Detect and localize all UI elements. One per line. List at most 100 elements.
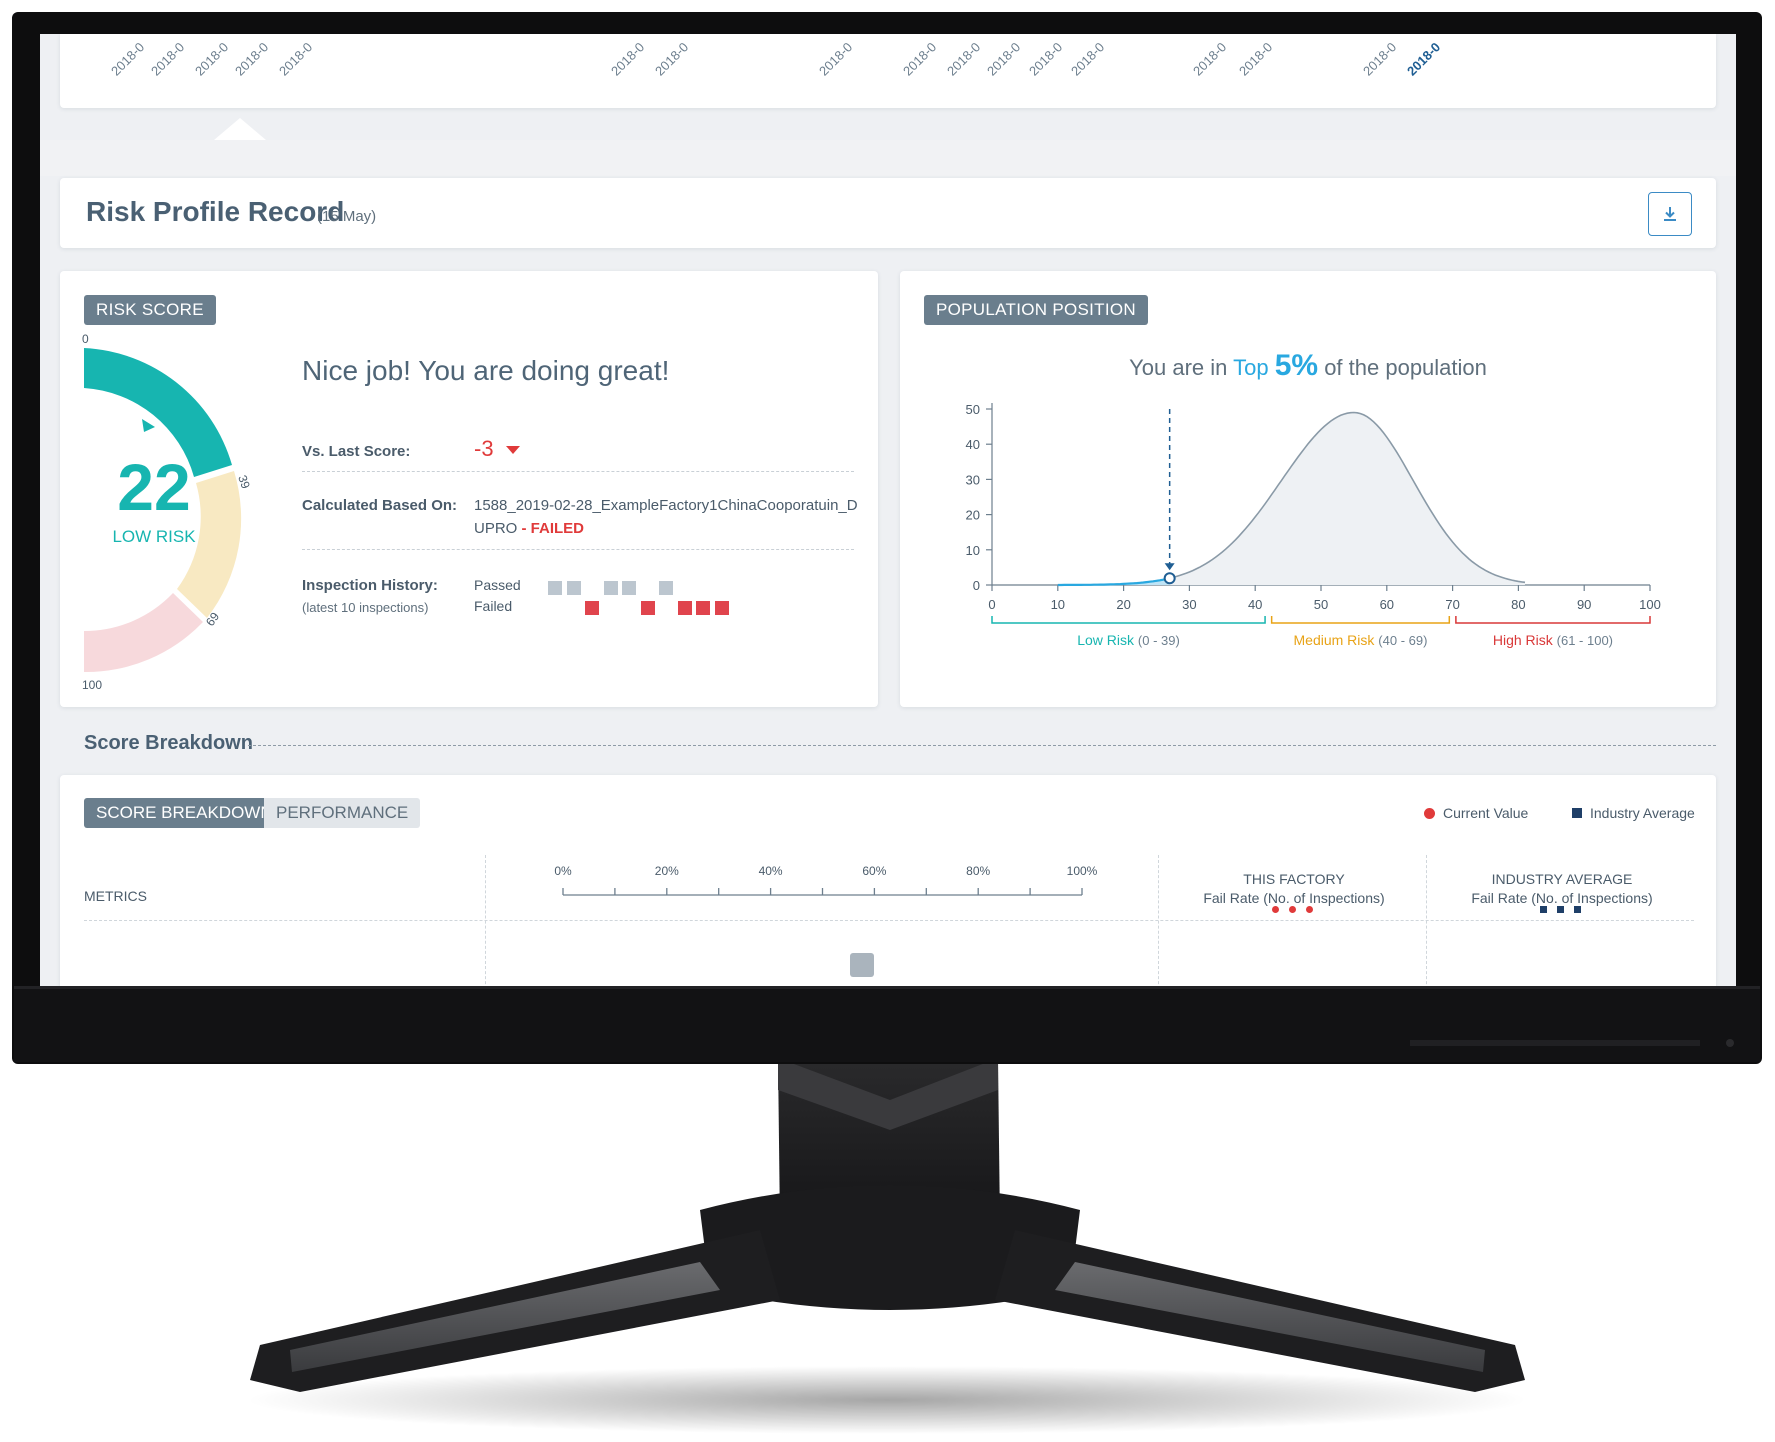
history-passed-marker <box>603 581 618 595</box>
range-name: High Risk <box>1493 632 1557 648</box>
range-name: Medium Risk <box>1294 632 1379 648</box>
vs-last-score-label: Vs. Last Score: <box>302 443 411 460</box>
record-header: Risk Profile Record (15 May) <box>60 178 1716 248</box>
timeline-date-tick[interactable]: 2018-0 <box>816 39 856 79</box>
sort-dot-icon <box>1306 906 1313 913</box>
timeline-date-tick[interactable]: 2018-0 <box>1190 39 1230 79</box>
timeline-date-tick[interactable]: 2018-0 <box>276 39 316 79</box>
timeline-date-tick[interactable]: 2018-0 <box>1068 39 1108 79</box>
x-tick-label: 90 <box>1577 597 1591 612</box>
range-label: High Risk (61 - 100) <box>1493 632 1613 648</box>
sort-square-icon <box>1574 906 1581 913</box>
calculated-based-on-label: Calculated Based On: <box>302 497 458 514</box>
x-tick-label: 10 <box>1051 597 1065 612</box>
range-name: Low Risk <box>1077 632 1138 648</box>
separator <box>302 471 854 472</box>
gauge-label-min: 0 <box>82 332 89 346</box>
passed-label: Passed <box>474 577 521 593</box>
timeline-date-tick[interactable]: 2018-0 <box>984 39 1024 79</box>
calculated-source-line2: UPRO - FAILED <box>474 520 584 537</box>
y-tick-label: 0 <box>973 578 980 593</box>
failed-label: Failed <box>474 598 513 614</box>
timeline-date-tick[interactable]: 2018-0 <box>1026 39 1066 79</box>
history-failed-marker <box>696 601 710 615</box>
calculated-status: - FAILED <box>517 520 585 537</box>
industry-average-header: INDUSTRY AVERAGE Fail Rate (No. of Inspe… <box>1432 870 1692 908</box>
download-button[interactable] <box>1648 192 1692 236</box>
timeline-date-tick[interactable]: 2018-0 <box>608 39 648 79</box>
separator <box>302 549 854 550</box>
this-factory-title: THIS FACTORY <box>1243 871 1345 887</box>
risk-score-value: 22 <box>117 450 191 524</box>
range-bracket <box>991 616 1266 624</box>
gauge-label-39: 39 <box>235 473 253 491</box>
legend-current-label: Current Value <box>1443 805 1529 821</box>
percent-tick-label: 100% <box>1066 864 1098 878</box>
risk-level-label: LOW RISK <box>112 527 196 546</box>
timeline-date-tick[interactable]: 2018-0 <box>192 39 232 79</box>
x-tick-label: 50 <box>1314 597 1328 612</box>
download-icon <box>1664 207 1676 221</box>
risk-score-tag: RISK SCORE <box>84 295 216 325</box>
sort-square-icon <box>1557 906 1564 913</box>
gauge-score-marker <box>142 419 155 432</box>
page-title: Risk Profile Record <box>86 196 345 227</box>
percent-tick-label: 40% <box>758 864 783 878</box>
timeline-date-tick[interactable]: 2018-0 <box>652 39 692 79</box>
this-factory-sub: Fail Rate (No. of Inspections) <box>1203 890 1385 906</box>
app-screen: 2018-0 2018-0 2018-0 2018-0 2018-0 2018-0 2018… <box>40 34 1736 986</box>
x-tick-label: 70 <box>1445 597 1459 612</box>
inspection-history-sub: (latest 10 inspections) <box>302 600 429 615</box>
population-position-card: POPULATION POSITION You are in Top 5% of… <box>900 271 1716 707</box>
headline-percent: 5% <box>1274 349 1319 382</box>
headline-pre: You are in <box>1129 355 1228 380</box>
timeline-pointer <box>214 118 266 140</box>
range-label: Medium Risk (40 - 69) <box>1294 632 1428 648</box>
timeline-date-tick[interactable]: 2018-0 <box>108 39 148 79</box>
navy-square-icon <box>1572 808 1582 818</box>
record-date: (15 May) <box>317 208 377 225</box>
tab-performance[interactable]: PERFORMANCE <box>264 798 421 828</box>
timeline-date-tick[interactable]: 2018-0 <box>1236 39 1276 79</box>
range-bracket <box>1270 616 1451 624</box>
x-tick-label: 100 <box>1639 597 1661 612</box>
sort-square-icon <box>1540 906 1547 913</box>
section-divider <box>248 745 1716 746</box>
percent-axis-line <box>562 888 1083 896</box>
percent-tick-label: 0% <box>554 864 572 878</box>
population-headline: You are in Top 5% of the population <box>900 349 1716 383</box>
timeline-date-tick[interactable]: 2018-0 <box>232 39 272 79</box>
this-factory-header: THIS FACTORY Fail Rate (No. of Inspectio… <box>1164 870 1424 908</box>
score-breakdown-card: SCORE BREAKDOWN PERFORMANCE Current Valu… <box>60 775 1716 986</box>
inspection-history-label: Inspection History: <box>302 577 438 594</box>
legend-current-value: Current Value <box>1424 805 1528 821</box>
x-tick-label: 30 <box>1182 597 1196 612</box>
y-tick-label: 20 <box>966 508 980 523</box>
y-tick-label: 40 <box>966 437 980 452</box>
section-title: Score Breakdown <box>84 732 253 754</box>
x-tick-label: 80 <box>1511 597 1525 612</box>
marker-point <box>1163 572 1176 585</box>
gauge-label-max: 100 <box>82 678 102 691</box>
timeline-date-tick[interactable]: 2018-0 <box>1404 39 1444 79</box>
range-span: (40 - 69) <box>1378 633 1427 648</box>
sort-dot-icon <box>1272 906 1279 913</box>
range-span: (0 - 39) <box>1138 633 1180 648</box>
red-dot-icon <box>1424 807 1435 819</box>
calculated-source-line1: 1588_2019-02-28_ExampleFactory1ChinaCoop… <box>474 497 858 514</box>
tab-score-breakdown[interactable]: SCORE BREAKDOWN <box>84 798 285 828</box>
population-position-tag: POPULATION POSITION <box>924 295 1148 325</box>
timeline-date-tick[interactable]: 2018-0 <box>148 39 188 79</box>
timeline-date-tick[interactable]: 2018-0 <box>1360 39 1400 79</box>
x-tick-label: 20 <box>1116 597 1130 612</box>
y-tick-label: 50 <box>966 402 980 417</box>
legend-industry-label: Industry Average <box>1590 805 1695 821</box>
history-passed-marker <box>622 581 636 595</box>
y-tick-label: 10 <box>966 543 980 558</box>
timeline-date-tick[interactable]: 2018-0 <box>944 39 984 79</box>
gauge-segment-low <box>84 348 232 477</box>
percent-tick-label: 20% <box>654 864 679 878</box>
history-passed-marker <box>659 581 673 595</box>
timeline-date-tick[interactable]: 2018-0 <box>900 39 940 79</box>
metrics-header: METRICS <box>84 888 147 904</box>
